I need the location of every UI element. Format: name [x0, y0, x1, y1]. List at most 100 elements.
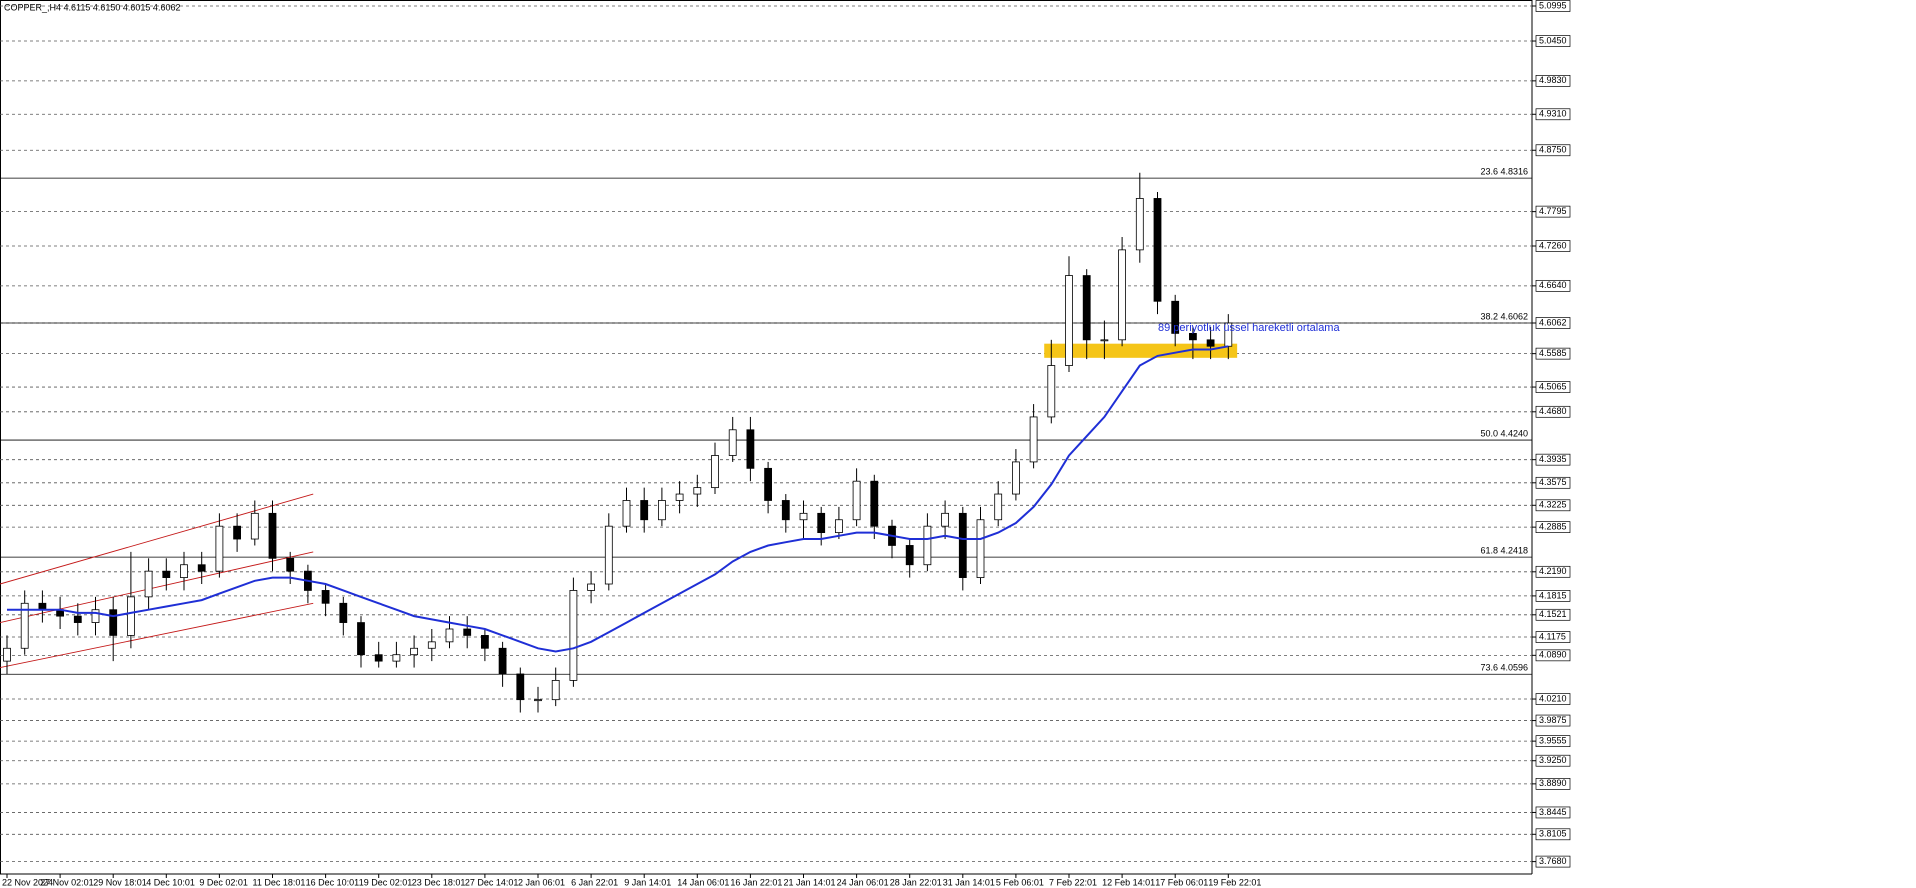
x-tick-label: 19 Feb 22:01	[1208, 877, 1261, 887]
y-tick-label: 4.0210	[1539, 693, 1567, 703]
candle-body	[339, 602, 348, 623]
annotation: 89 periyotluk üssel hareketli ortalama	[1158, 322, 1340, 334]
y-tick-box	[1535, 778, 1571, 790]
x-tick-label: 16 Jan 22:01	[730, 877, 782, 887]
candle-body	[321, 590, 330, 604]
candle-body	[180, 564, 188, 578]
y-tick-box	[1535, 279, 1571, 292]
y-tick-box	[1535, 453, 1571, 466]
candle-body	[994, 493, 1003, 521]
candle-body	[162, 570, 171, 578]
y-tick-box	[1535, 714, 1571, 727]
y-tick-box	[1535, 828, 1571, 841]
candle-body	[1029, 416, 1038, 463]
x-tick-label: 29 Nov 18:01	[93, 877, 147, 887]
candle-body	[215, 525, 224, 572]
candle-body	[693, 487, 702, 495]
x-tick-label: 11 Dec 18:01	[253, 877, 306, 887]
y-tick-label: 4.3935	[1539, 454, 1567, 464]
candle-body	[374, 654, 383, 662]
candle-body	[498, 647, 507, 675]
y-tick-box	[1535, 347, 1571, 360]
candle-body	[870, 480, 879, 527]
candle-body	[1153, 198, 1162, 302]
candle-body	[781, 500, 790, 521]
candle-body	[923, 525, 932, 566]
y-tick-box	[1535, 693, 1571, 705]
candle-body	[144, 570, 153, 598]
y-tick-box	[1535, 649, 1571, 662]
price-zone	[1044, 343, 1238, 358]
y-tick-label: 4.9830	[1539, 75, 1567, 85]
candle-body	[445, 628, 454, 643]
x-tick-label: 9 Jan 14:01	[624, 877, 671, 887]
candle-body	[658, 500, 666, 521]
candle-body	[1047, 365, 1056, 418]
candle-body	[392, 654, 401, 662]
candle-body	[73, 615, 82, 623]
x-tick-label: 22 Nov 2024	[2, 877, 53, 887]
candle-body	[463, 628, 472, 636]
channel-line	[0, 493, 314, 585]
y-tick-box	[1535, 565, 1571, 578]
x-tick-label: 2 Jan 06:01	[518, 877, 565, 887]
candle-body	[817, 512, 826, 534]
x-tick-label: 28 Jan 22:01	[890, 877, 942, 887]
candle-body	[127, 596, 135, 636]
y-tick-box	[1535, 35, 1571, 47]
candle-body	[1118, 249, 1126, 341]
candle-body	[1100, 339, 1109, 342]
candle-body	[91, 609, 100, 623]
chart-title: COPPER_,H4 4.6115 4.6150 4.6015 4.6062	[4, 2, 180, 12]
candle-body	[3, 647, 11, 662]
candle-body	[604, 525, 613, 585]
y-tick-label: 3.9875	[1539, 715, 1567, 725]
y-tick-label: 3.7680	[1539, 856, 1567, 866]
y-tick-box	[1535, 855, 1571, 868]
x-tick-label: 27 Dec 14:01	[465, 877, 519, 887]
y-tick-label: 4.2190	[1539, 566, 1567, 576]
candle-body	[764, 467, 772, 501]
y-tick-label: 4.1521	[1539, 609, 1567, 619]
y-tick-label: 4.6062	[1539, 317, 1567, 327]
candle-body	[357, 622, 365, 656]
candle-body	[1189, 333, 1197, 341]
x-tick-label: 16 Dec 10:01	[306, 877, 360, 887]
y-tick-box	[1535, 631, 1571, 643]
candle-body	[1082, 275, 1091, 341]
y-tick-label: 4.8750	[1539, 145, 1567, 155]
fib-label: 73.6 4.0596	[1480, 663, 1528, 673]
y-tick-label: 4.5585	[1539, 348, 1567, 358]
y-tick-box	[1535, 754, 1571, 767]
y-tick-box	[1535, 806, 1571, 819]
y-tick-box	[1535, 608, 1571, 621]
y-tick-box	[1535, 108, 1571, 121]
fib-label: 50.0 4.4240	[1480, 428, 1528, 438]
channel-line	[0, 602, 314, 668]
y-tick-box	[1535, 590, 1571, 602]
candle-body	[835, 519, 843, 534]
y-tick-box	[1535, 75, 1571, 87]
candle-body	[534, 699, 542, 702]
candle-body	[1012, 461, 1020, 495]
y-tick-label: 5.0995	[1539, 0, 1567, 10]
y-tick-label: 4.1815	[1539, 590, 1567, 600]
candle-body	[941, 512, 949, 527]
candle-body	[1171, 300, 1180, 334]
x-tick-label: 23 Dec 18:01	[412, 877, 466, 887]
candle-body	[1224, 322, 1233, 347]
y-tick-label: 4.2885	[1539, 522, 1567, 532]
candle-body	[958, 512, 967, 578]
candle-body	[1135, 198, 1144, 251]
y-tick-label: 4.7260	[1539, 240, 1567, 250]
x-tick-label: 24 Jan 06:01	[837, 877, 889, 887]
y-tick-label: 4.7795	[1539, 206, 1567, 216]
x-tick-label: 12 Feb 14:01	[1102, 877, 1155, 887]
candle-body	[1065, 275, 1073, 366]
y-tick-label: 5.0450	[1539, 35, 1567, 45]
candle-body	[268, 512, 277, 559]
x-tick-label: 17 Feb 06:01	[1155, 877, 1208, 887]
candle-body	[410, 647, 419, 656]
y-tick-box	[1535, 144, 1571, 157]
